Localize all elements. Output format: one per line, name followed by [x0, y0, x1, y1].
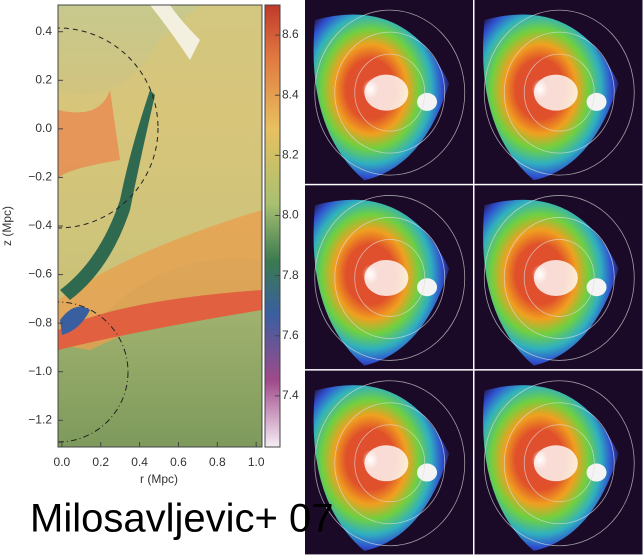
core [364, 74, 409, 111]
contour [354, 239, 426, 317]
y-tick-label: −0.2 [28, 170, 52, 184]
contour [354, 53, 426, 132]
contour [503, 402, 615, 525]
y-tick-label: −0.6 [28, 267, 52, 281]
contour [334, 217, 446, 339]
y-axis-label: z (Mpc) [0, 206, 14, 246]
core [364, 445, 409, 482]
contour [503, 217, 615, 339]
y-tick-label: −0.4 [28, 218, 52, 232]
x-tick-label: 1.0 [248, 455, 265, 469]
subcluster [586, 463, 607, 482]
caption: Milosavljevic+ 07 [30, 497, 333, 541]
subcluster [586, 278, 607, 297]
core [533, 74, 578, 111]
y-tick-label: 0.0 [35, 121, 52, 135]
contour [314, 9, 466, 176]
x-tick-label: 0.0 [54, 455, 71, 469]
y-tick-label: −1.0 [28, 364, 52, 378]
colorbar [264, 4, 281, 448]
contour [314, 380, 466, 547]
core [533, 445, 578, 482]
colorbar-tick-label: 7.8 [282, 268, 299, 282]
image-grid [305, 0, 643, 555]
contour [334, 31, 446, 154]
y-tick-label: −0.8 [28, 315, 52, 329]
contour [354, 424, 426, 503]
colorbar-tick-label: 7.4 [282, 388, 299, 402]
contour [483, 9, 635, 176]
contour [523, 239, 595, 317]
subcluster [417, 463, 438, 482]
colorbar-tick-label: 8.0 [282, 208, 299, 222]
x-tick-label: 0.2 [92, 455, 109, 469]
contour [314, 195, 466, 361]
colorbar-tick-label: 7.6 [282, 328, 299, 342]
colorbar-tick-label: 8.6 [282, 27, 299, 41]
core [533, 259, 578, 296]
simulation-map [58, 5, 262, 447]
contour [483, 380, 635, 547]
contour [523, 53, 595, 132]
x-tick-label: 0.6 [170, 455, 187, 469]
colorbar-tick-label: 8.4 [282, 87, 299, 101]
x-tick-label: 0.8 [209, 455, 226, 469]
y-tick-label: 0.4 [35, 24, 52, 38]
contour [523, 424, 595, 503]
subcluster [417, 278, 438, 297]
x-tick-label: 0.4 [131, 455, 148, 469]
contour [483, 195, 635, 361]
subcluster [586, 92, 607, 111]
y-tick-label: −1.2 [28, 412, 52, 426]
subcluster [417, 92, 438, 111]
contour [503, 31, 615, 154]
y-tick-label: 0.2 [35, 72, 52, 86]
core [364, 259, 409, 296]
contour [334, 402, 446, 525]
colorbar-tick-label: 8.2 [282, 148, 299, 162]
x-axis-label: r (Mpc) [140, 472, 178, 486]
